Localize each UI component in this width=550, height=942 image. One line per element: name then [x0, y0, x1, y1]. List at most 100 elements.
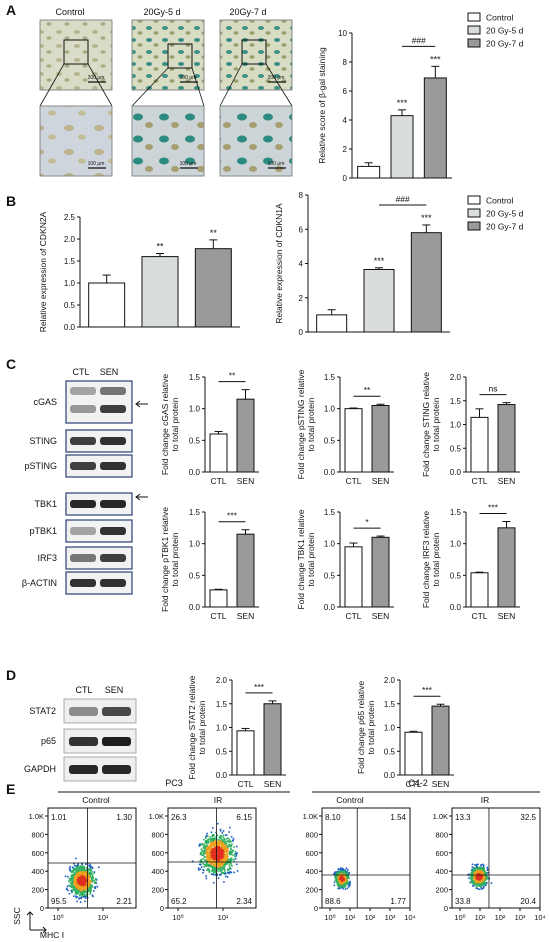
flow-event [207, 856, 210, 859]
y-tick-label: 1.0 [189, 540, 201, 549]
flow-event [209, 846, 211, 848]
bar [88, 282, 126, 328]
flow-event [77, 866, 79, 868]
flow-event [79, 888, 81, 891]
quadrant-value: 8.10 [325, 813, 341, 822]
flow-event [223, 839, 226, 842]
flow-event [228, 831, 230, 833]
flow-x-tick-label: 10⁰ [172, 913, 183, 922]
legend-swatch [467, 221, 481, 231]
flow-event [90, 868, 92, 871]
flow-event [89, 879, 92, 882]
bar [363, 268, 395, 333]
flow-event [78, 871, 81, 874]
flow-event [75, 896, 78, 899]
flow-event [69, 882, 72, 884]
quadrant-value: 1.30 [116, 813, 132, 822]
flow-event [476, 880, 479, 883]
flow-event [224, 841, 227, 843]
flow-event [207, 863, 209, 866]
flow-event [83, 878, 86, 880]
flow-event [228, 858, 230, 861]
flow-event [473, 882, 475, 884]
flow-event [76, 868, 79, 870]
flow-event [198, 863, 201, 866]
flow-event [203, 856, 206, 858]
flow-event [70, 889, 73, 892]
flow-event [75, 893, 78, 895]
flow-event [222, 866, 225, 869]
y-tick-label: 0 [343, 174, 348, 183]
flow-event [230, 848, 232, 850]
blot-strip [65, 492, 133, 516]
flow-event [220, 871, 223, 874]
flow-event [74, 864, 76, 867]
flow-event [216, 843, 218, 846]
flow-x-tick-label: 10¹ [218, 913, 229, 922]
flow-event [72, 877, 74, 880]
flow-y-tick-label: 0 [314, 904, 318, 913]
flow-event [220, 858, 223, 860]
flow-event [471, 880, 473, 883]
flow-event [76, 887, 78, 889]
flow-event [90, 889, 92, 891]
flow-event [339, 874, 342, 877]
flow-event [487, 877, 490, 880]
flow-event [81, 894, 83, 896]
flow-y-tick-label: 600 [31, 849, 44, 858]
blot-band [69, 765, 98, 774]
blot-label: pTBK1 [29, 526, 57, 536]
micrograph-zoom [39, 105, 113, 177]
blot-label: GAPDH [24, 764, 56, 774]
flow-event [78, 882, 80, 885]
flow-event [90, 873, 93, 875]
flow-event [219, 862, 221, 865]
flow-event [216, 849, 218, 851]
flow-event [69, 865, 71, 868]
flow-y-tick-label: 800 [305, 830, 318, 839]
flow-event [230, 844, 233, 847]
flow-event [89, 880, 92, 883]
flow-event [477, 863, 479, 866]
flow-event [84, 881, 87, 884]
bar [357, 165, 381, 179]
y-tick-label: 2.0 [384, 676, 396, 685]
flow-event [81, 895, 84, 897]
flow-event [76, 896, 79, 898]
zoom-line [219, 63, 243, 107]
flow-event [83, 881, 86, 884]
significance-label: *** [430, 54, 441, 64]
flow-event [71, 891, 73, 894]
flow-event [221, 845, 224, 848]
flow-event [341, 875, 344, 878]
flow-event [93, 890, 95, 892]
flow-event [191, 860, 194, 862]
flow-event [219, 874, 221, 876]
flow-event [79, 884, 82, 886]
flow-event [91, 880, 94, 882]
flow-event [87, 884, 89, 886]
flow-event [338, 887, 341, 890]
flow-event [85, 869, 88, 872]
flow-event [89, 881, 91, 884]
flow-event [345, 867, 348, 870]
flow-event [77, 887, 79, 889]
flow-event [83, 866, 86, 868]
flow-event [214, 870, 217, 872]
flow-event [210, 854, 213, 857]
lane-label: SEN [105, 685, 124, 695]
flow-event [214, 843, 217, 845]
flow-event [88, 883, 90, 885]
flow-event [205, 877, 208, 880]
flow-event [89, 871, 92, 873]
flow-event [84, 897, 87, 899]
flow-event [70, 878, 73, 880]
flow-event [231, 858, 233, 861]
flow-event [89, 868, 91, 871]
flow-event [75, 869, 78, 872]
flow-event [342, 868, 345, 870]
flow-event [73, 879, 76, 882]
flow-event [91, 885, 94, 888]
bar [209, 589, 228, 608]
flow-event [483, 872, 486, 875]
